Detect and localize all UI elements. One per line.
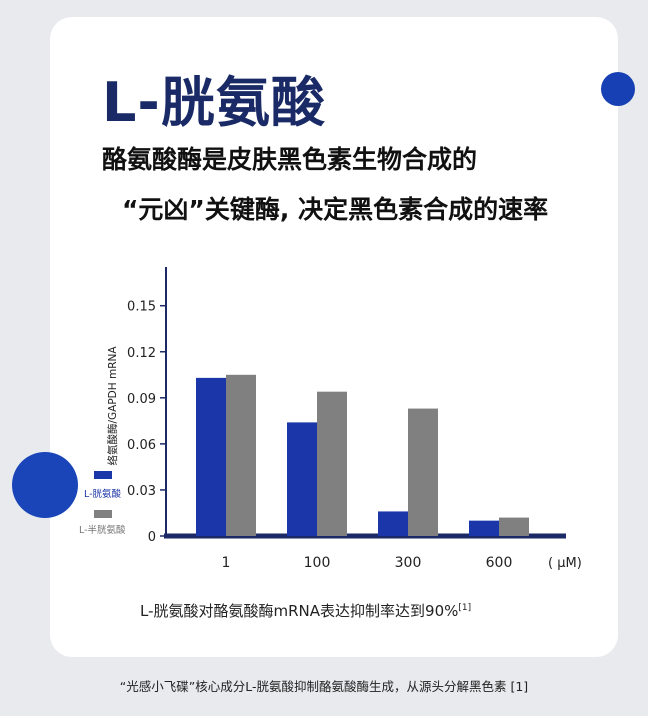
bar-l-cysteine — [317, 391, 347, 536]
bar-l-cystine — [378, 511, 408, 536]
subtitle-line-2: “元凶”关键酶, 决定黑色素合成的速率 — [122, 195, 549, 224]
x-unit-label: ( μM) — [548, 556, 582, 571]
decorative-dot-right — [601, 72, 635, 106]
bar-l-cystine — [196, 377, 226, 536]
bar-l-cystine — [469, 520, 499, 536]
y-tick-label: 0.06 — [127, 438, 156, 453]
legend-label-l-cysteine: L-半胱氨酸 — [79, 524, 126, 536]
bar-l-cystine — [287, 422, 317, 536]
y-tick-label: 0.03 — [127, 484, 156, 499]
caption-reference: [1] — [458, 603, 472, 613]
caption-text: L-胱氨酸对酪氨酸酶mRNA表达抑制率达到90% — [140, 602, 459, 620]
legend-swatch-l-cystine — [94, 471, 112, 479]
y-tick-label: 0 — [148, 530, 156, 545]
chart-caption: L-胱氨酸对酪氨酸酶mRNA表达抑制率达到90%[1] — [140, 600, 471, 621]
subtitle-line-1: 酪氨酸酶是皮肤黑色素生物合成的 — [102, 145, 478, 174]
bar-l-cysteine — [408, 408, 438, 536]
x-tick-label: 300 — [395, 555, 422, 571]
x-tick-label: 600 — [486, 555, 513, 571]
content-card — [50, 17, 618, 657]
y-tick-label: 0.09 — [127, 392, 156, 407]
y-tick-label: 0.15 — [127, 300, 156, 315]
bar-l-cysteine — [226, 374, 256, 536]
y-tick-label: 0.12 — [127, 346, 156, 361]
y-axis-label: 络氨酸酶/GAPDH mRNA — [106, 346, 119, 466]
page-title: L-胱氨酸 — [102, 71, 326, 134]
legend-swatch-l-cysteine — [94, 510, 112, 518]
legend-label-l-cystine: L-胱氨酸 — [84, 488, 122, 500]
decorative-dot-left — [12, 452, 78, 518]
x-tick-label: 1 — [222, 555, 231, 571]
x-tick-label: 100 — [304, 555, 331, 571]
bar-l-cysteine — [499, 517, 529, 536]
footer-note: “光感小飞碟”核心成分L-胱氨酸抑制酪氨酸酶生成，从源头分解黑色素 [1] — [119, 679, 529, 694]
